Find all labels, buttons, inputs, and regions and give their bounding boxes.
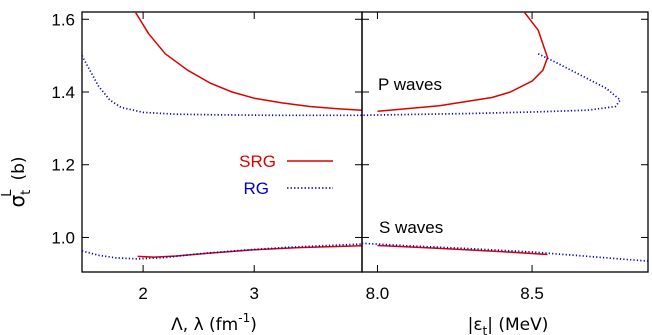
left-panel: 2 3 1.0 1.2 1.4 1.6 (51, 10, 363, 303)
left-series-rg-p-line (82, 55, 362, 117)
left-x-tick-label: 2 (138, 284, 147, 303)
y-axis-label-sub: t (19, 190, 34, 195)
y-tick-label: 1.0 (51, 228, 75, 247)
right-x-tick-label: 8.5 (520, 284, 544, 303)
right-series-rg-p-line (362, 53, 622, 117)
left-x-label-main: Λ, λ (fm (171, 315, 238, 335)
s-waves-annotation: S waves (379, 218, 443, 237)
right-plot-frame (361, 11, 649, 273)
right-x-tick-label: 8.0 (366, 284, 390, 303)
right-series-srg-p-line (377, 12, 549, 113)
right-series-srg-s-line (377, 244, 548, 256)
y-tick-label: 1.4 (51, 83, 75, 102)
left-x-label-end: ) (250, 315, 257, 335)
legend: SRG RG (239, 152, 333, 198)
left-x-tick-label: 3 (249, 284, 258, 303)
y-axis-label-end: (b) (9, 156, 29, 180)
right-series-rg-s-line (362, 242, 648, 262)
left-plot-frame (81, 11, 363, 273)
right-x-axis-label: |εt| (MeV) (468, 315, 549, 335)
y-axis-label: σtL (b) (0, 156, 34, 207)
right-x-label-sub: t (483, 324, 488, 335)
legend-label-srg: SRG (239, 152, 276, 171)
legend-label-rg: RG (244, 179, 270, 198)
left-series-srg-s-line (137, 245, 362, 258)
right-panel: 8.0 8.5 (361, 11, 649, 303)
y-axis-label-main: σ (5, 195, 29, 208)
y-tick-label: 1.2 (51, 156, 75, 175)
p-waves-annotation: P waves (378, 75, 442, 94)
right-x-label-end: | (MeV) (487, 315, 548, 335)
svg-text:σtL(b): σtL (b) (0, 156, 34, 207)
right-x-label-main: |ε (468, 315, 483, 335)
left-x-label-sup: -1 (238, 311, 250, 325)
left-series-srg-p-line (134, 12, 362, 111)
y-tick-label: 1.6 (51, 10, 75, 29)
left-x-axis-label: Λ, λ (fm-1) (171, 311, 257, 335)
y-axis-label-sup: L (0, 189, 15, 197)
